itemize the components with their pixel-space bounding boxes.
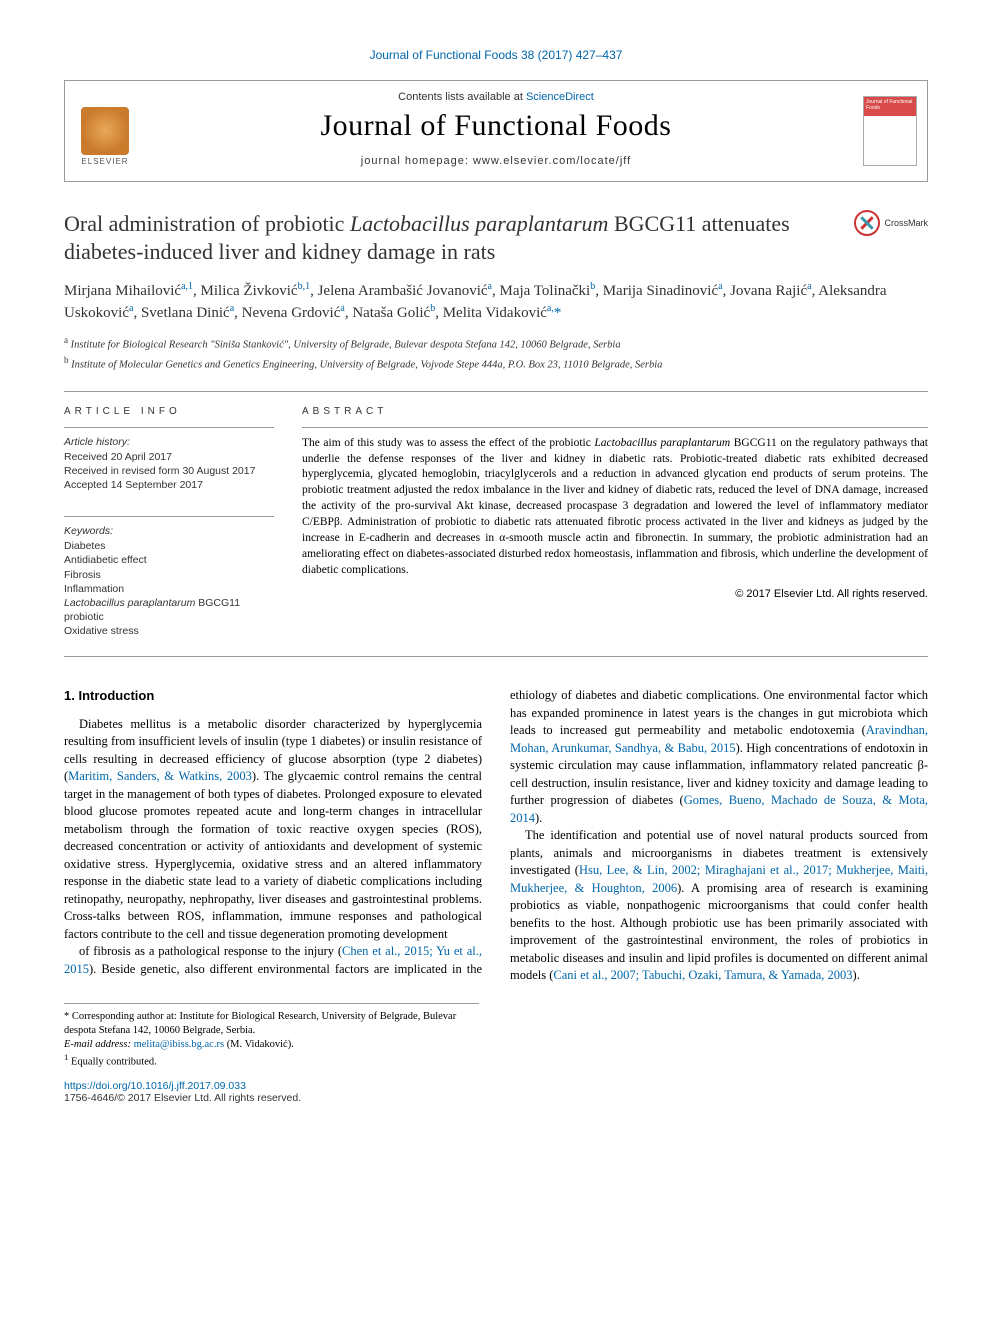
abstract-column: ABSTRACT The aim of this study was to as… bbox=[302, 406, 928, 639]
keyword: Antidiabetic effect bbox=[64, 553, 274, 567]
title-pre: Oral administration of probiotic bbox=[64, 211, 350, 236]
journal-header: ELSEVIER Journal of Functional Foods Con… bbox=[64, 80, 928, 182]
corresponding-email-link[interactable]: melita@ibiss.bg.ac.rs bbox=[134, 1039, 224, 1050]
history-accepted: Accepted 14 September 2017 bbox=[64, 478, 274, 492]
intro-paragraph-3: The identification and potential use of … bbox=[510, 827, 928, 985]
email-line: E-mail address: melita@ibiss.bg.ac.rs (M… bbox=[64, 1038, 479, 1052]
abstract-copyright: © 2017 Elsevier Ltd. All rights reserved… bbox=[302, 588, 928, 600]
body-two-column: 1. Introduction Diabetes mellitus is a m… bbox=[64, 687, 928, 985]
keyword: Oxidative stress bbox=[64, 624, 274, 638]
introduction-heading: 1. Introduction bbox=[64, 687, 482, 705]
separator-rule bbox=[64, 391, 928, 392]
keyword: Lactobacillus paraplantarum BGCG11 probi… bbox=[64, 596, 274, 624]
article-info-heading: ARTICLE INFO bbox=[64, 406, 274, 417]
elsevier-tree-icon bbox=[81, 107, 129, 155]
journal-homepage: journal homepage: www.elsevier.com/locat… bbox=[77, 155, 915, 167]
contents-pre: Contents lists available at bbox=[398, 91, 526, 103]
footnotes: * Corresponding author at: Institute for… bbox=[64, 1003, 479, 1070]
doi-link[interactable]: https://doi.org/10.1016/j.jff.2017.09.03… bbox=[64, 1080, 246, 1092]
article-info-column: ARTICLE INFO Article history: Received 2… bbox=[64, 406, 274, 639]
author-list: Mirjana Mihailovića,1, Milica Živkovićb,… bbox=[64, 280, 928, 324]
keywords-heading: Keywords: bbox=[64, 516, 274, 537]
journal-reference: Journal of Functional Foods 38 (2017) 42… bbox=[64, 48, 928, 62]
elsevier-label: ELSEVIER bbox=[81, 157, 128, 166]
article-history-heading: Article history: bbox=[64, 427, 274, 448]
article-title: Oral administration of probiotic Lactoba… bbox=[64, 210, 838, 266]
separator-rule bbox=[64, 656, 928, 657]
history-revised: Received in revised form 30 August 2017 bbox=[64, 464, 274, 478]
affiliations: a Institute for Biological Research "Sin… bbox=[64, 334, 928, 372]
issn-copyright: 1756-4646/© 2017 Elsevier Ltd. All right… bbox=[64, 1092, 928, 1104]
affiliation-a: a Institute for Biological Research "Sin… bbox=[64, 334, 928, 353]
equal-contrib-note: 1 Equally contributed. bbox=[64, 1052, 479, 1070]
intro-paragraph-1: Diabetes mellitus is a metabolic disorde… bbox=[64, 716, 482, 944]
elsevier-logo: ELSEVIER bbox=[75, 96, 135, 166]
abstract-text: The aim of this study was to assess the … bbox=[302, 427, 928, 579]
affiliation-b: b Institute of Molecular Genetics and Ge… bbox=[64, 354, 928, 373]
corresponding-author-note: * Corresponding author at: Institute for… bbox=[64, 1010, 479, 1038]
crossmark-icon bbox=[854, 210, 880, 236]
keyword: Fibrosis bbox=[64, 568, 274, 582]
title-species: Lactobacillus paraplantarum bbox=[350, 211, 609, 236]
journal-name: Journal of Functional Foods bbox=[77, 109, 915, 143]
abstract-heading: ABSTRACT bbox=[302, 406, 928, 417]
cover-title: Journal of Functional Foods bbox=[864, 97, 916, 113]
sciencedirect-link[interactable]: ScienceDirect bbox=[526, 91, 594, 103]
crossmark-widget[interactable]: CrossMark bbox=[854, 210, 928, 236]
crossmark-label: CrossMark bbox=[884, 218, 928, 228]
journal-cover-thumbnail: Journal of Functional Foods bbox=[863, 96, 917, 166]
contents-available-line: Contents lists available at ScienceDirec… bbox=[77, 91, 915, 103]
keyword: Inflammation bbox=[64, 582, 274, 596]
keyword: Diabetes bbox=[64, 539, 274, 553]
doi-line: https://doi.org/10.1016/j.jff.2017.09.03… bbox=[64, 1080, 928, 1092]
history-received: Received 20 April 2017 bbox=[64, 450, 274, 464]
